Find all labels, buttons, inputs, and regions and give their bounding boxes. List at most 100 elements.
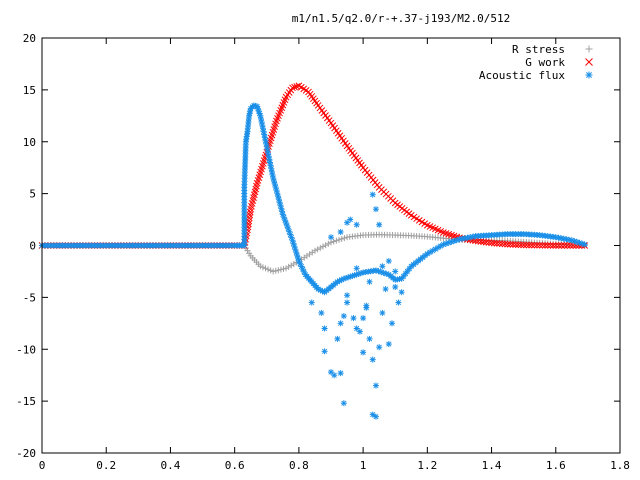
data-point (376, 344, 383, 351)
data-point (275, 267, 282, 274)
data-point (271, 178, 278, 185)
data-point (360, 349, 367, 356)
series-0 (39, 231, 588, 275)
data-point (333, 237, 340, 244)
x-tick-label: 0.8 (289, 459, 309, 472)
data-point (539, 241, 546, 249)
data-point (496, 240, 503, 247)
x-tick-label: 1 (360, 459, 367, 472)
x-tick-label: 0 (39, 459, 46, 472)
data-point (338, 235, 345, 242)
data-point (258, 119, 265, 126)
data-point (382, 286, 389, 293)
data-point (290, 260, 297, 267)
data-point (563, 242, 571, 249)
data-point (467, 234, 474, 241)
data-point (321, 348, 328, 355)
data-point (317, 244, 324, 251)
data-point (289, 84, 296, 92)
y-tick-label: -5 (23, 291, 36, 304)
data-point (337, 320, 344, 327)
data-point (331, 372, 338, 379)
data-point (334, 335, 341, 342)
data-point (514, 241, 522, 249)
data-point (552, 242, 560, 249)
data-point (283, 265, 290, 272)
data-point (477, 238, 485, 245)
data-point (369, 411, 376, 418)
data-point (337, 229, 344, 236)
x-tick-label: 1.6 (546, 459, 566, 472)
data-point (273, 187, 280, 194)
data-point (285, 263, 292, 270)
data-point (356, 328, 363, 335)
data-point (561, 242, 568, 249)
data-marks (38, 82, 589, 420)
data-point (328, 239, 334, 246)
data-point (472, 237, 479, 245)
data-point (372, 206, 379, 213)
data-point (525, 241, 533, 249)
data-point (330, 238, 337, 245)
data-point (385, 258, 392, 265)
legend-marker (585, 45, 593, 53)
data-point (259, 264, 266, 271)
data-point (318, 309, 325, 316)
data-point (265, 266, 272, 273)
data-point (512, 241, 519, 248)
data-point (360, 315, 367, 322)
data-point (488, 239, 495, 247)
data-point (392, 284, 399, 290)
data-point (353, 265, 360, 272)
data-point (322, 242, 329, 249)
data-point (350, 315, 357, 322)
data-point (257, 263, 264, 270)
x-tick-label: 0.6 (225, 459, 245, 472)
series-2 (39, 102, 588, 296)
data-point (340, 400, 347, 407)
data-point (288, 262, 295, 269)
data-point (522, 241, 530, 249)
data-point (325, 240, 332, 247)
data-point (482, 238, 490, 246)
plot-frame (41, 37, 621, 454)
data-point (366, 278, 373, 285)
legend-label: Acoustic flux (479, 69, 565, 82)
data-point (485, 239, 493, 246)
data-point (328, 234, 334, 241)
data-point (520, 241, 528, 249)
data-point (372, 413, 379, 420)
data-point (509, 241, 517, 248)
data-point (493, 240, 501, 247)
data-point (389, 320, 396, 327)
x-tick-label: 1.8 (610, 459, 630, 472)
data-point (558, 242, 565, 249)
data-point (319, 243, 326, 250)
data-point (317, 287, 324, 294)
data-point (337, 370, 344, 377)
data-point (369, 356, 376, 363)
y-tick-label: 15 (23, 84, 36, 97)
data-point (376, 221, 383, 228)
y-tick-label: 10 (23, 136, 36, 149)
data-point (506, 241, 514, 248)
data-point (531, 241, 538, 249)
data-point (280, 265, 287, 272)
data-point (541, 242, 549, 249)
series-3 (308, 191, 405, 420)
data-point (528, 241, 536, 249)
data-point (353, 221, 360, 228)
data-point (344, 292, 351, 299)
data-point (504, 240, 511, 248)
data-point (363, 302, 370, 309)
data-point (286, 228, 293, 235)
series-1 (38, 82, 589, 249)
x-tick-label: 1.4 (482, 459, 502, 472)
data-point (347, 216, 354, 223)
data-point (366, 335, 373, 342)
legend-label: R stress (512, 43, 565, 56)
y-tick-label: -15 (16, 395, 36, 408)
data-point (308, 299, 315, 306)
data-point (272, 184, 279, 191)
data-point (536, 241, 544, 249)
